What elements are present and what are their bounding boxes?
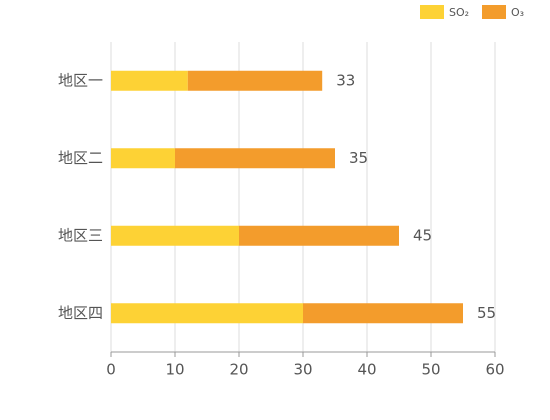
bar-segment [175, 148, 335, 169]
legend-label: SO₂ [449, 6, 469, 19]
x-tick-label: 10 [165, 361, 184, 379]
x-tick-label: 30 [293, 361, 312, 379]
x-tick-label: 50 [421, 361, 440, 379]
x-tick-label: 60 [485, 361, 504, 379]
total-label: 55 [477, 304, 496, 322]
x-tick-label: 20 [229, 361, 248, 379]
bar-segment [239, 225, 399, 246]
bar-segment [111, 225, 239, 246]
legend-swatch [420, 5, 444, 19]
bar-segment [111, 148, 175, 169]
y-tick-label: 地区四 [58, 304, 103, 322]
bar-segment [111, 70, 188, 91]
total-label: 45 [413, 226, 432, 244]
bar-segment [111, 303, 303, 324]
y-tick-label: 地区一 [58, 71, 103, 89]
total-label: 33 [336, 71, 355, 89]
y-tick-label: 地区三 [58, 226, 103, 244]
bar-segment [187, 70, 323, 91]
y-tick-label: 地区二 [58, 149, 103, 167]
legend-swatch [482, 5, 506, 19]
total-label: 35 [349, 149, 368, 167]
bar-segment [303, 303, 463, 324]
x-tick-label: 0 [106, 361, 116, 379]
legend-label: O₃ [511, 6, 524, 19]
x-tick-label: 40 [357, 361, 376, 379]
